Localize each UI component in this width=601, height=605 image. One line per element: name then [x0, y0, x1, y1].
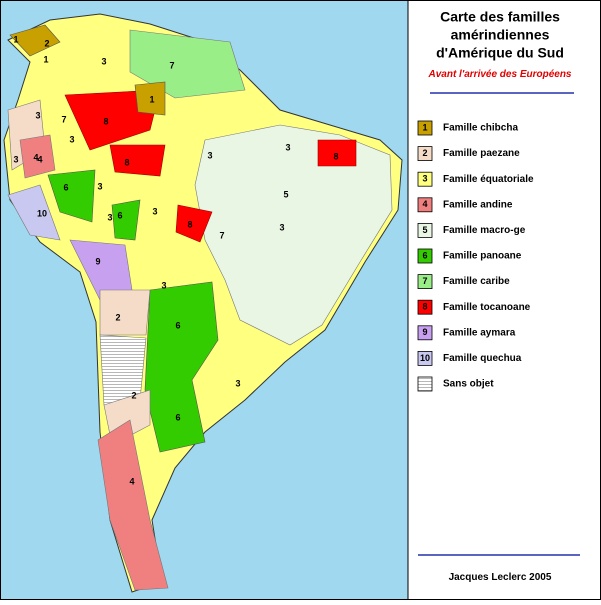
continent: [3, 13, 403, 593]
region-label: 7: [61, 114, 66, 124]
region-label: 2: [131, 390, 136, 400]
legend-swatch: [417, 171, 433, 187]
region-4: [97, 419, 169, 591]
region-label: 6: [117, 210, 122, 220]
region-2: [99, 289, 151, 336]
legend-label: Famille panoane: [443, 251, 522, 262]
legend-label: Famille quechua: [443, 353, 522, 364]
legend-swatch: [417, 299, 433, 315]
legend-swatch: [417, 376, 433, 392]
legend-swatch: [417, 350, 433, 366]
region-7: [129, 29, 246, 99]
region-8: [109, 144, 166, 177]
legend-number: 10: [420, 353, 430, 363]
legend-number: 6: [422, 250, 427, 260]
legend-number: 7: [422, 276, 427, 286]
region-label: 2: [44, 38, 49, 48]
region-label: 2: [115, 312, 120, 322]
region-8: [175, 204, 213, 243]
region-5: [194, 124, 393, 346]
region-label: 3: [152, 206, 157, 216]
legend-number: 2: [422, 148, 427, 158]
region-label: 10: [37, 208, 47, 218]
region-label: 3: [13, 154, 18, 164]
region-label: 3: [161, 280, 166, 290]
legend-swatch: [417, 197, 433, 213]
legend-swatch: [417, 274, 433, 290]
legend-swatch: [417, 325, 433, 341]
region-label: 6: [175, 320, 180, 330]
legend-swatch: [417, 120, 433, 136]
region-label: 4: [33, 152, 38, 162]
region-label: 3: [279, 222, 284, 232]
region-4: [19, 134, 56, 179]
region-label: 8: [124, 157, 129, 167]
region-label: 8: [333, 151, 338, 161]
legend-swatch: [417, 222, 433, 238]
legend-number: 9: [422, 327, 427, 337]
region-label: 3: [69, 134, 74, 144]
region-label: 1: [43, 54, 48, 64]
legend-label: Famille tocanoane: [443, 302, 531, 313]
legend-number: 5: [422, 225, 427, 235]
region-10: [7, 184, 61, 241]
legend-number: 8: [422, 302, 427, 312]
region-label: 6: [175, 412, 180, 422]
legend-panel: [408, 0, 601, 600]
region-label: 3: [235, 378, 240, 388]
region-label: 4: [37, 154, 42, 164]
title-line: Carte des familles: [440, 9, 560, 25]
region-label: 8: [187, 219, 192, 229]
author: Jacques Leclerc 2005: [449, 572, 552, 583]
region-label: 7: [169, 60, 174, 70]
legend-label: Sans objet: [443, 379, 494, 390]
subtitle: Avant l'arrivée des Européens: [428, 69, 572, 80]
region-label: 3: [101, 56, 106, 66]
legend-swatch: [417, 146, 433, 162]
region-1: [9, 24, 61, 57]
legend-number: 3: [422, 174, 427, 184]
region-label: 3: [97, 181, 102, 191]
region-label: 1: [13, 34, 18, 44]
region-label: 3: [207, 150, 212, 160]
region-8: [317, 139, 357, 167]
legend-label: Famille macro-ge: [443, 225, 526, 236]
region-label: 1: [149, 94, 154, 104]
legend-label: Famille andine: [443, 199, 513, 210]
title-line: amérindiennes: [451, 27, 550, 43]
legend-label: Famille équatoriale: [443, 174, 534, 185]
region-label: 3: [107, 212, 112, 222]
legend-swatch: [417, 248, 433, 264]
legend-label: Famille aymara: [443, 327, 516, 338]
region-8: [64, 89, 161, 151]
region-label: 9: [95, 256, 100, 266]
legend-label: Famille caribe: [443, 276, 510, 287]
title-line: d'Amérique du Sud: [436, 45, 564, 61]
region-label: 8: [103, 116, 108, 126]
region-label: 7: [219, 230, 224, 240]
legend-number: 4: [422, 199, 427, 209]
region-label: 3: [35, 110, 40, 120]
region-label: 5: [283, 189, 288, 199]
legend-number: 1: [422, 122, 427, 132]
region-6: [47, 169, 96, 223]
region-label: 3: [285, 142, 290, 152]
region-1: [134, 81, 166, 116]
legend-label: Famille chibcha: [443, 123, 518, 134]
legend-label: Famille paezane: [443, 148, 520, 159]
region-6: [111, 199, 141, 241]
region-label: 4: [129, 476, 134, 486]
region-label: 6: [63, 182, 68, 192]
